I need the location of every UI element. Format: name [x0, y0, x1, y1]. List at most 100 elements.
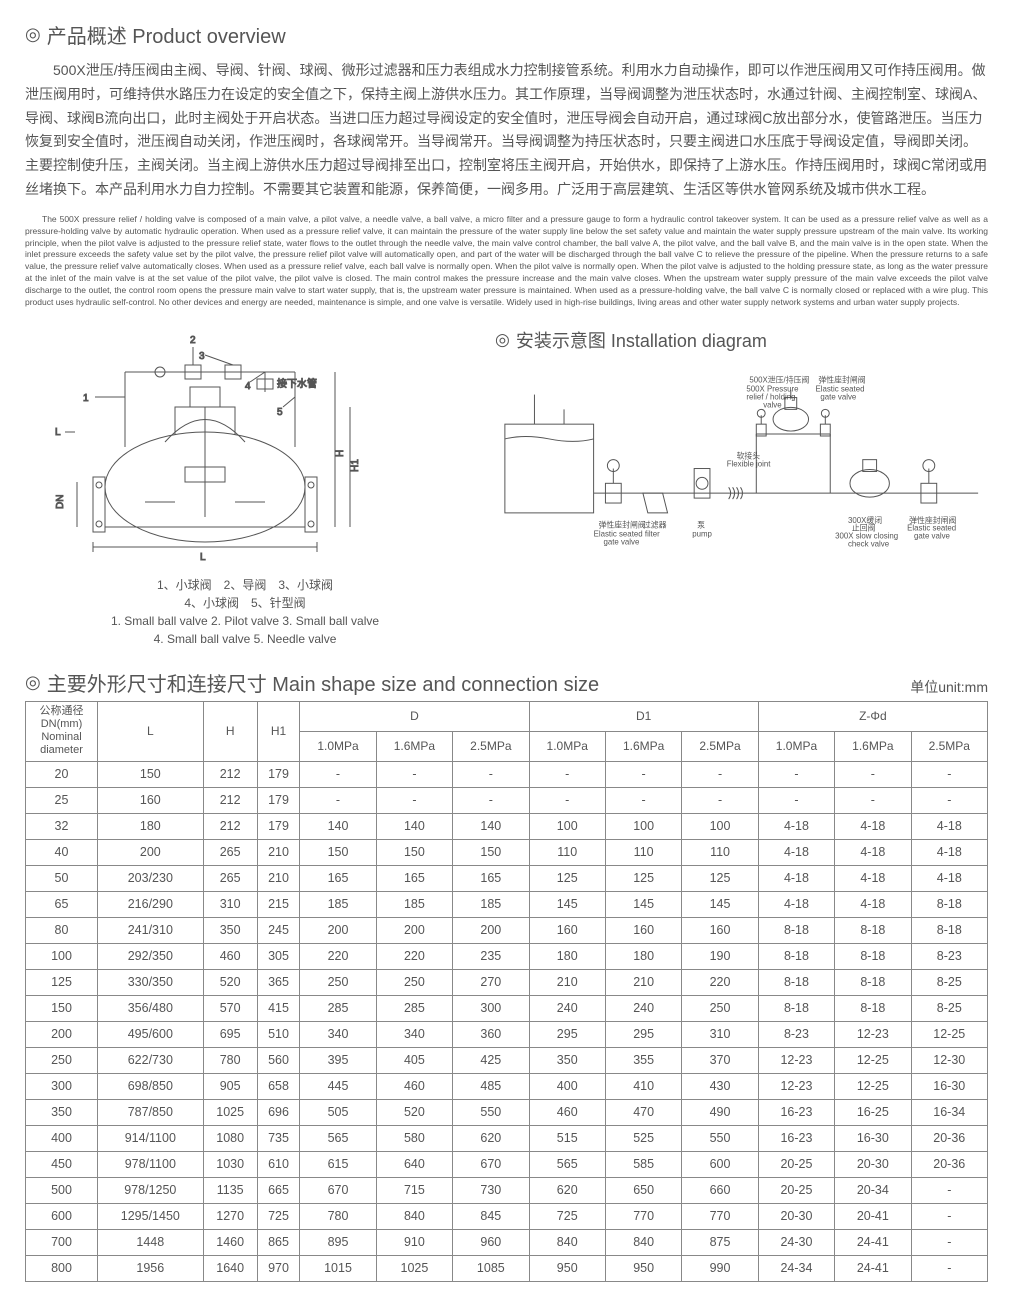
table-cell: 460: [529, 1099, 605, 1125]
table-cell: 20-25: [758, 1151, 834, 1177]
table-cell: 460: [203, 943, 257, 969]
table-cell: 20-25: [758, 1177, 834, 1203]
table-row: 125330/3505203652502502702102102208-188-…: [26, 969, 988, 995]
table-cell: 445: [300, 1073, 376, 1099]
table-cell: -: [605, 787, 681, 813]
table-cell: 300: [453, 995, 529, 1021]
table-cell: 800: [26, 1255, 98, 1281]
table-cell: 660: [682, 1177, 758, 1203]
table-cell: -: [911, 1177, 987, 1203]
table-cell: 24-34: [758, 1255, 834, 1281]
table-cell: 875: [682, 1229, 758, 1255]
table-cell: 250: [376, 969, 452, 995]
table-cell: 100: [682, 813, 758, 839]
table-cell: 470: [605, 1099, 681, 1125]
table-cell: 25: [26, 787, 98, 813]
svg-text:5: 5: [277, 407, 283, 418]
table-cell: 570: [203, 995, 257, 1021]
table-cell: 235: [453, 943, 529, 969]
svg-text:pump: pump: [692, 529, 712, 538]
table-cell: 978/1250: [98, 1177, 204, 1203]
table-cell: 950: [605, 1255, 681, 1281]
table-cell: -: [758, 761, 834, 787]
product-diagram: 接下水管 1 2 3 4 5 L L: [25, 327, 465, 648]
overview-title: 产品概述 Product overview: [25, 20, 988, 49]
svg-text:L: L: [200, 552, 206, 563]
table-cell: 460: [376, 1073, 452, 1099]
table-cell: 865: [257, 1229, 300, 1255]
table-row: 150356/4805704152852853002402402508-188-…: [26, 995, 988, 1021]
table-cell: 241/310: [98, 917, 204, 943]
table-cell: 410: [605, 1073, 681, 1099]
table-cell: 12-30: [911, 1047, 987, 1073]
table-cell: 20-36: [911, 1125, 987, 1151]
svg-text:DN: DN: [55, 494, 66, 508]
table-row: 400914/1100108073556558062051552555016-2…: [26, 1125, 988, 1151]
table-cell: 550: [453, 1099, 529, 1125]
table-cell: 12-25: [835, 1073, 911, 1099]
table-cell: 165: [453, 865, 529, 891]
table-cell: 525: [605, 1125, 681, 1151]
install-title: 安装示意图 Installation diagram: [495, 327, 988, 353]
table-cell: 8-18: [758, 943, 834, 969]
th-D-10: 1.0MPa: [300, 731, 376, 761]
table-cell: -: [682, 787, 758, 813]
table-cell: -: [376, 787, 452, 813]
svg-text:泵: 泵: [697, 521, 705, 530]
english-description: The 500X pressure relief / holding valve…: [25, 214, 988, 309]
table-row: 100292/3504603052202202351801801908-188-…: [26, 943, 988, 969]
table-cell: 970: [257, 1255, 300, 1281]
table-cell: -: [758, 787, 834, 813]
table-cell: 203/230: [98, 865, 204, 891]
table-cell: 20-36: [911, 1151, 987, 1177]
table-cell: 16-23: [758, 1125, 834, 1151]
table-cell: 125: [529, 865, 605, 891]
table-cell: 8-18: [835, 969, 911, 995]
table-cell: 285: [300, 995, 376, 1021]
th-Z-16: 1.6MPa: [835, 731, 911, 761]
th-nominal: 公称通径 DN(mm) Nominal diameter: [26, 701, 98, 761]
table-cell: 305: [257, 943, 300, 969]
table-cell: 4-18: [758, 865, 834, 891]
table-cell: 200: [453, 917, 529, 943]
dimensions-table: 公称通径 DN(mm) Nominal diameter L H H1 D D1…: [25, 701, 988, 1282]
diagram-section: 接下水管 1 2 3 4 5 L L: [25, 327, 988, 648]
table-cell: 770: [605, 1203, 681, 1229]
th-D-25: 2.5MPa: [453, 731, 529, 761]
table-cell: 8-18: [758, 995, 834, 1021]
table-cell: 240: [605, 995, 681, 1021]
table-cell: 20-30: [758, 1203, 834, 1229]
table-cell: 20: [26, 761, 98, 787]
svg-text:H: H: [335, 450, 346, 457]
table-cell: 400: [26, 1125, 98, 1151]
table-cell: 110: [682, 839, 758, 865]
th-D1: D1: [529, 701, 758, 731]
table-cell: 640: [376, 1151, 452, 1177]
table-cell: 735: [257, 1125, 300, 1151]
table-cell: 615: [300, 1151, 376, 1177]
table-cell: 840: [605, 1229, 681, 1255]
table-cell: 145: [605, 891, 681, 917]
caption-cn-line2: 4、小球阀 5、针型阀: [184, 596, 305, 610]
table-cell: 220: [376, 943, 452, 969]
svg-text:3: 3: [199, 351, 205, 362]
table-cell: 845: [453, 1203, 529, 1229]
svg-text:弹性座封闸阀: 弹性座封闸阀: [818, 375, 865, 385]
table-cell: 1025: [376, 1255, 452, 1281]
table-cell: 215: [257, 891, 300, 917]
table-cell: 185: [300, 891, 376, 917]
table-cell: 787/850: [98, 1099, 204, 1125]
table-cell: 4-18: [835, 839, 911, 865]
table-cell: 100: [605, 813, 681, 839]
table-cell: 430: [682, 1073, 758, 1099]
table-cell: 725: [257, 1203, 300, 1229]
table-cell: 179: [257, 787, 300, 813]
table-cell: 4-18: [911, 813, 987, 839]
table-row: 65216/2903102151851851851451451454-184-1…: [26, 891, 988, 917]
table-cell: 360: [453, 1021, 529, 1047]
table-cell: 65: [26, 891, 98, 917]
caption-en-line1: 1. Small ball valve 2. Pilot valve 3. Sm…: [111, 614, 379, 628]
table-cell: 1025: [203, 1099, 257, 1125]
table-cell: -: [300, 761, 376, 787]
table-cell: 140: [376, 813, 452, 839]
